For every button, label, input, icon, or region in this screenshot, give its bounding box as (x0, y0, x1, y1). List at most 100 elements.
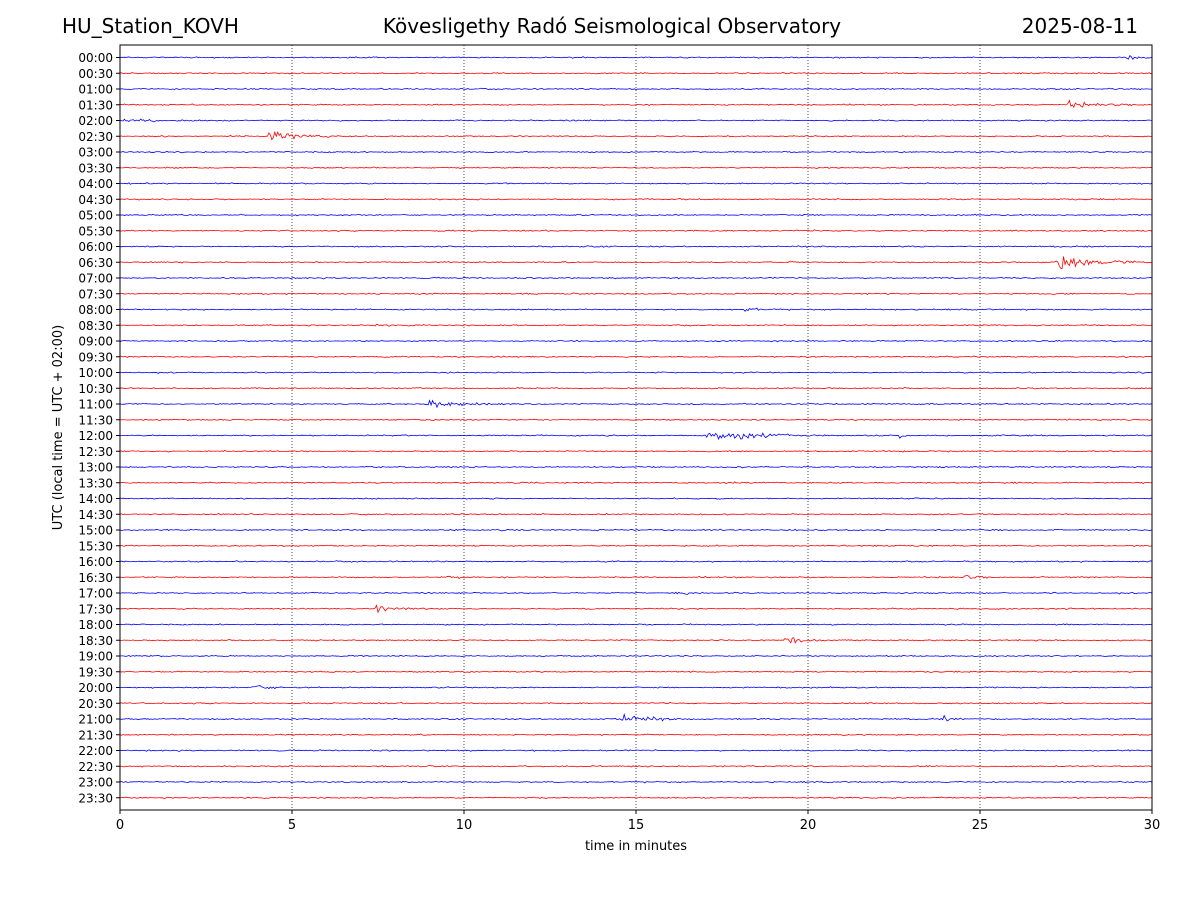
y-tick-label: 22:00 (78, 744, 113, 758)
trace-0530 (119, 229, 1153, 233)
x-axis: 0 5 10 15 20 25 30 (116, 810, 1160, 833)
y-tick-label: 00:30 (78, 67, 113, 81)
trace-2100 (119, 712, 1153, 722)
y-tick-label: 14:30 (78, 508, 113, 522)
x-tick-label: 10 (456, 818, 473, 833)
x-tick-label: 5 (288, 818, 296, 833)
y-tick-label: 20:30 (78, 697, 113, 711)
y-tick-label: 12:30 (78, 445, 113, 459)
trace-0700 (119, 276, 1153, 280)
y-tick-label: 05:30 (78, 224, 113, 238)
trace-1030 (119, 387, 1153, 390)
y-tick-label: 10:30 (78, 382, 113, 396)
trace-1600 (119, 560, 1153, 563)
trace-0900 (119, 339, 1153, 343)
trace-1400 (119, 497, 1153, 500)
trace-0430 (119, 198, 1153, 201)
y-tick-label: 06:00 (78, 240, 113, 254)
y-tick-label: 22:30 (78, 760, 113, 774)
trace-2130 (119, 733, 1153, 737)
y-tick-label: 05:00 (78, 209, 113, 223)
trace-0930 (119, 355, 1153, 358)
y-tick-label: 00:00 (78, 51, 113, 65)
trace-1200 (119, 432, 1153, 441)
y-tick-label: 13:30 (78, 476, 113, 490)
y-tick-label: 17:00 (78, 587, 113, 601)
trace-0630 (119, 256, 1153, 270)
y-tick-label: 01:30 (78, 98, 113, 112)
y-tick-label: 18:30 (78, 634, 113, 648)
x-tick-label: 15 (628, 818, 645, 833)
trace-1000 (119, 371, 1153, 374)
y-tick-label: 19:00 (78, 650, 113, 664)
y-tick-label: 11:00 (78, 398, 113, 412)
trace-0400 (119, 182, 1153, 185)
trace-0830 (119, 323, 1153, 327)
trace-1300 (119, 465, 1153, 469)
x-axis-label: time in minutes (585, 839, 687, 854)
trace-2330 (119, 796, 1153, 800)
trace-1930 (119, 670, 1153, 674)
trace-0500 (119, 213, 1153, 217)
x-tick-label: 0 (116, 818, 124, 833)
y-tick-label: 19:30 (78, 665, 113, 679)
y-tick-label: 02:00 (78, 114, 113, 128)
trace-1330 (119, 481, 1153, 485)
trace-2200 (119, 749, 1153, 752)
trace-0000 (119, 55, 1153, 60)
trace-1830 (119, 637, 1153, 644)
station-name: HU_Station_KOVH (62, 14, 239, 38)
y-tick-label: 03:00 (78, 146, 113, 160)
trace-0230 (119, 130, 1153, 141)
trace-0100 (119, 87, 1152, 91)
y-tick-label: 07:30 (78, 287, 113, 301)
y-tick-label: 16:30 (78, 571, 113, 585)
trace-0800 (119, 307, 1153, 312)
x-tick-label: 30 (1144, 818, 1161, 833)
y-tick-label: 15:30 (78, 539, 113, 553)
trace-1230 (119, 450, 1153, 453)
trace-1430 (119, 512, 1153, 516)
y-tick-label: 04:30 (78, 193, 113, 207)
y-tick-label: 09:30 (78, 350, 113, 364)
chart-title: Kövesligethy Radó Seismological Observat… (382, 14, 842, 38)
y-tick-label: 17:30 (78, 602, 113, 616)
trace-0330 (119, 166, 1153, 169)
trace-0300 (119, 150, 1153, 154)
y-tick-label: 04:00 (78, 177, 113, 191)
trace-0600 (119, 245, 1153, 248)
trace-2030 (119, 701, 1153, 705)
trace-layer (119, 55, 1153, 800)
trace-0200 (119, 118, 1153, 123)
y-tick-label: 01:00 (78, 83, 113, 97)
trace-1530 (119, 544, 1153, 548)
y-tick-label: 10:00 (78, 366, 113, 380)
y-tick-label: 11:30 (78, 413, 113, 427)
y-tick-label: 21:00 (78, 713, 113, 727)
y-tick-label: 23:00 (78, 776, 113, 790)
trace-0130 (119, 99, 1153, 109)
y-tick-label: 23:30 (78, 791, 113, 805)
trace-2230 (119, 764, 1153, 768)
y-tick-label: 21:30 (78, 728, 113, 742)
x-tick-label: 20 (800, 818, 817, 833)
grid-layer (291, 45, 981, 810)
y-tick-label: 09:00 (78, 335, 113, 349)
y-tick-label: 08:30 (78, 319, 113, 333)
chart-date: 2025-08-11 (1021, 14, 1138, 38)
x-tick-label: 25 (972, 818, 989, 833)
y-tick-label: 03:30 (78, 161, 113, 175)
trace-1630 (119, 574, 1153, 579)
y-tick-label: 12:00 (78, 429, 113, 443)
trace-0730 (119, 292, 1153, 296)
y-axis-label: UTC (local time = UTC + 02:00) (51, 325, 66, 530)
trace-1800 (119, 623, 1153, 626)
y-tick-label: 02:30 (78, 130, 113, 144)
trace-2000 (119, 685, 1153, 690)
trace-1900 (119, 654, 1153, 658)
trace-1700 (119, 591, 1153, 595)
y-tick-label: 16:00 (78, 555, 113, 569)
y-tick-label: 18:00 (78, 618, 113, 632)
y-tick-label: 13:00 (78, 461, 113, 475)
